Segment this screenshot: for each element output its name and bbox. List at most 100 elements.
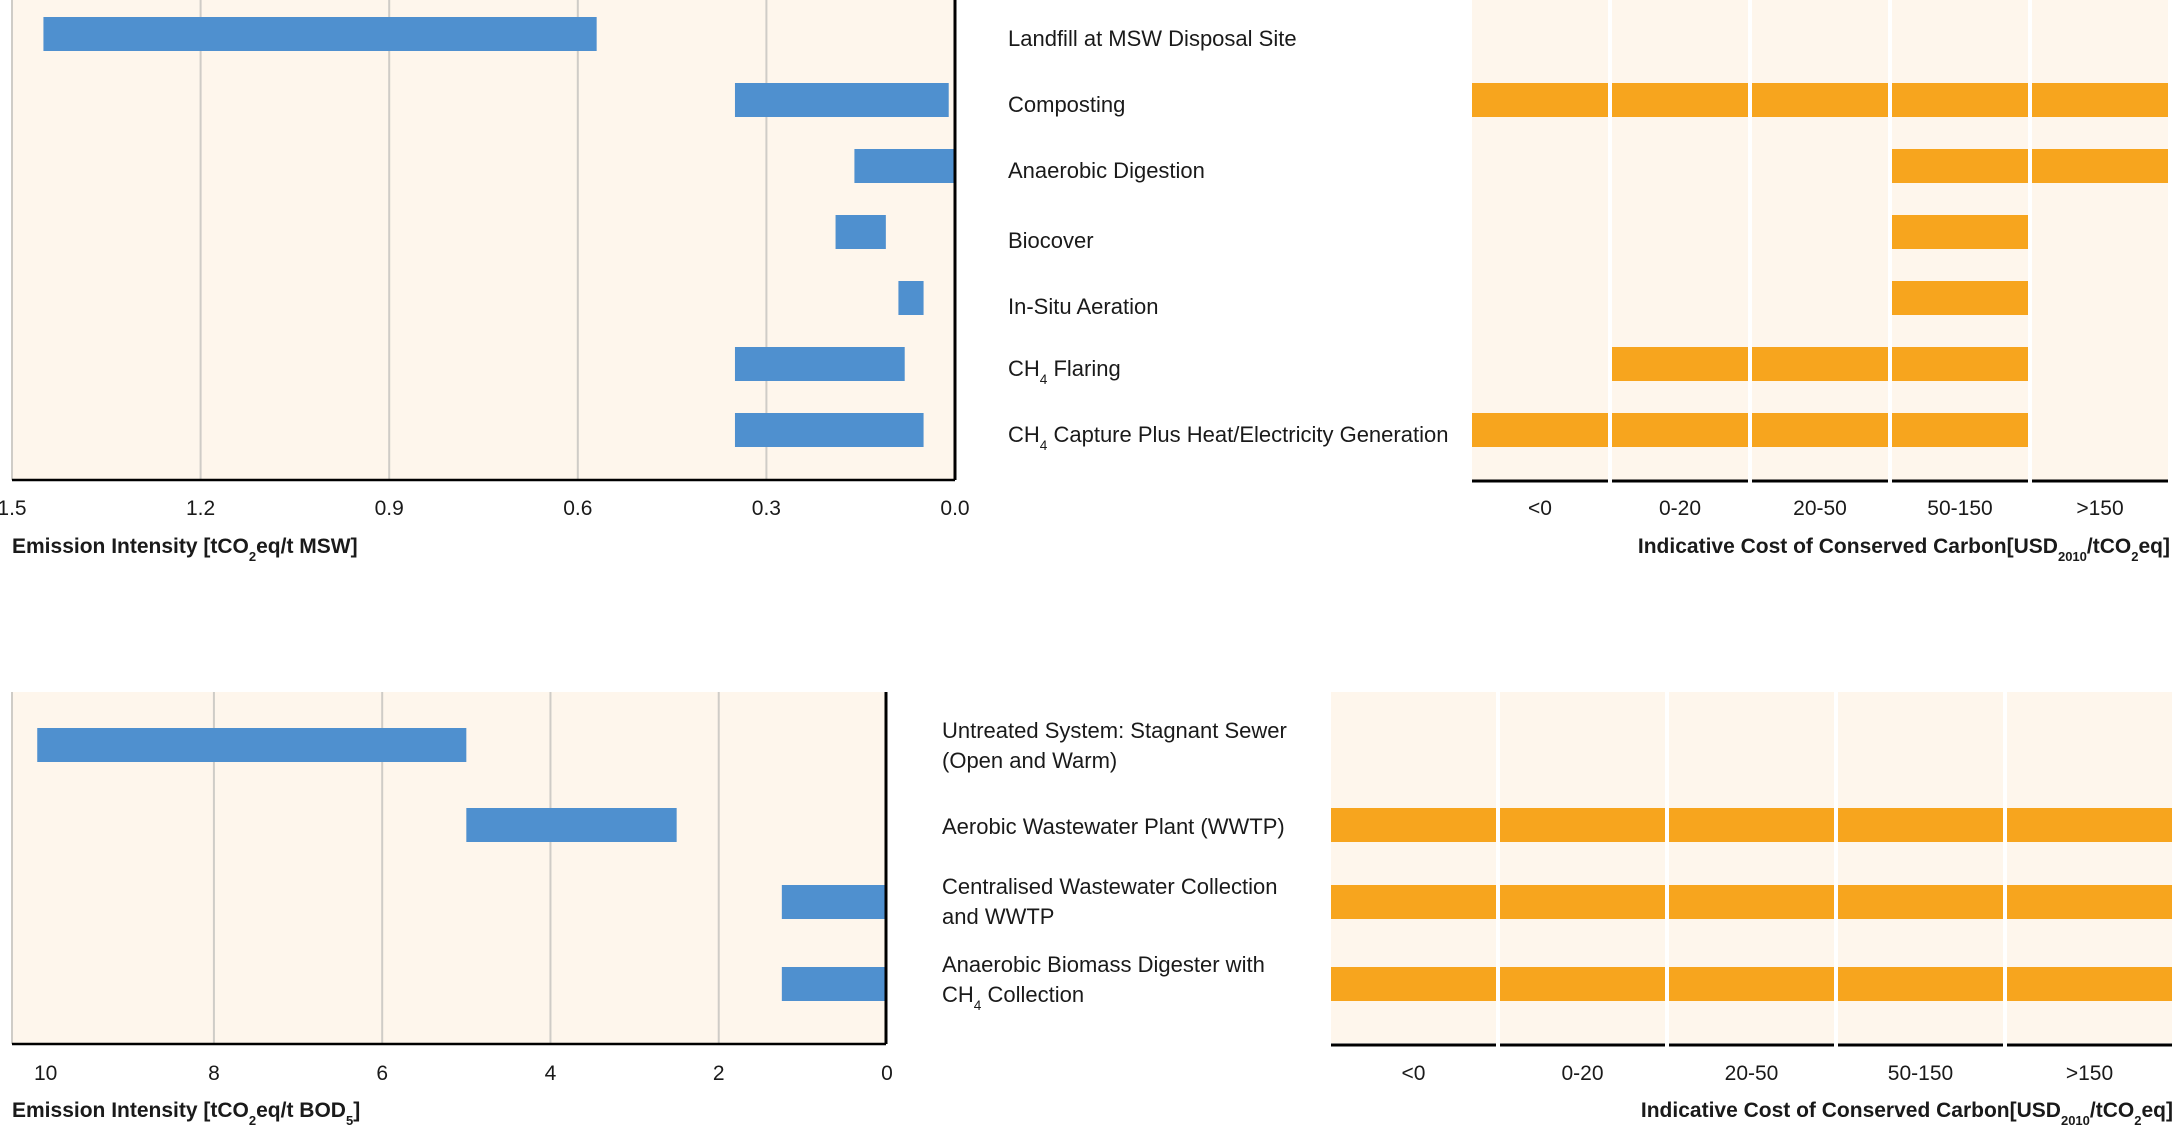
cost-bin-label: 20-50 [1793,497,1847,520]
cost-axis-title: Indicative Cost of Conserved Carbon[USD2… [1641,1099,2173,1128]
cost-bar [1500,885,1665,919]
cost-column [1752,0,1888,480]
cost-column [1612,0,1748,480]
cost-bar [1331,885,1496,919]
category-label-part: 4 [1040,438,1048,453]
category-label: Anaerobic Digestion [1008,158,1205,183]
cost-bar [1838,808,2003,842]
cost-bin-label: >150 [2076,497,2123,520]
x-axis-title-part: eq/t MSW] [256,535,357,558]
x-tick-label: 8 [208,1062,220,1085]
cost-bin-label: <0 [1402,1062,1426,1085]
x-tick-label: 2 [713,1062,725,1085]
emission-bar [781,885,887,919]
emission-bar [835,215,886,249]
category-label-part: CH [1008,422,1040,447]
msw-chart: 1.5 1.2 0.9 0.6 0.3 0.0 Emission Intensity [tC… [0,0,2170,564]
category-label-part: Anaerobic Digestion [1008,158,1205,183]
cost-axis-title-part: 2 [2134,1113,2141,1128]
category-label-part: Biocover [1008,228,1094,253]
category-label: Composting [1008,92,1125,117]
x-tick-label: 6 [376,1062,388,1085]
cost-bar [1612,83,1748,117]
category-label-line2: CH4 Collection [942,982,1084,1013]
emission-bar [781,967,887,1001]
category-label-line2-part: (Open and Warm) [942,748,1117,773]
cost-bar [1500,967,1665,1001]
cost-bin-label: 20-50 [1725,1062,1779,1085]
x-axis-title-part: 5 [346,1113,353,1128]
cost-bar [1892,83,2028,117]
category-label-part: In-Situ Aeration [1008,294,1158,319]
x-tick-label: 1.2 [186,497,215,520]
cost-bar [1669,808,1834,842]
cost-column [1472,0,1608,480]
x-tick-label: 4 [545,1062,557,1085]
cost-bin-label: 50-150 [1888,1062,1953,1085]
emission-bar [37,728,467,762]
cost-bar [2007,885,2172,919]
x-axis-title: Emission Intensity [tCO2eq/t BOD5] [12,1099,360,1128]
category-label-line2-part: CH [942,982,974,1007]
cost-bar [1331,808,1496,842]
x-tick-label: 0.9 [375,497,404,520]
cost-bin-label: >150 [2066,1062,2113,1085]
emission-bar [734,83,949,117]
x-tick-label: 0.3 [752,497,781,520]
x-axis-title-part: 2 [249,1113,256,1128]
x-axis-title-part: Emission Intensity [tCO [12,1099,249,1122]
cost-bin-label: <0 [1528,497,1552,520]
category-label: Centralised Wastewater Collection [942,874,1277,899]
x-axis-title-part: Emission Intensity [tCO [12,535,249,558]
category-label: Aerobic Wastewater Plant (WWTP) [942,814,1285,839]
cost-axis-title: Indicative Cost of Conserved Carbon[USD2… [1638,535,2170,564]
emission-bar [734,413,924,447]
cost-bar [1838,885,2003,919]
cost-bar [1838,967,2003,1001]
cost-bar [1752,83,1888,117]
cost-bar [1892,149,2028,183]
category-label: In-Situ Aeration [1008,294,1158,319]
category-label-line2: and WWTP [942,904,1054,929]
x-tick-label: 0.6 [563,497,592,520]
cost-bin-label: 0-20 [1561,1062,1603,1085]
category-label: Anaerobic Biomass Digester with [942,952,1265,977]
category-label-line2-part: and WWTP [942,904,1054,929]
x-tick-label: 1.5 [0,497,27,520]
cost-axis-title-part: eq] [2142,1099,2174,1122]
emission-bar [43,17,597,51]
category-label-part: Flaring [1047,356,1120,381]
x-axis-title-part: ] [353,1099,360,1122]
cost-axis-title-part: eq] [2139,535,2171,558]
cost-bar [1612,413,1748,447]
cost-bar [1892,347,2028,381]
category-label: CH4 Capture Plus Heat/Electricity Genera… [1008,422,1448,453]
cost-axis-title-part: Indicative Cost of Conserved Carbon[USD [1638,535,2058,558]
x-axis-title: Emission Intensity [tCO2eq/t MSW] [12,535,358,564]
cost-axis-title-part: 2 [2131,549,2138,564]
category-label-part: Landfill at MSW Disposal Site [1008,26,1297,51]
x-axis-title-part: 2 [249,549,256,564]
cost-bar [1752,413,1888,447]
cost-bar [2032,83,2168,117]
category-label-line2-part: Collection [981,982,1084,1007]
cost-bin-label: 0-20 [1659,497,1701,520]
emission-plot-area [12,0,955,480]
cost-axis-title-part: 2010 [2061,1113,2090,1128]
category-label-part: Capture Plus Heat/Electricity Generation [1047,422,1448,447]
cost-bar [1752,347,1888,381]
cost-bar [1472,83,1608,117]
cost-bar [1612,347,1748,381]
cost-bar [1669,967,1834,1001]
cost-bar [1892,215,2028,249]
x-tick-label: 0.0 [940,497,969,520]
category-label: CH4 Flaring [1008,356,1121,387]
cost-bar [2032,149,2168,183]
cost-bar [1472,413,1608,447]
category-label-part: CH [1008,356,1040,381]
cost-axis-title-part: 2010 [2058,549,2087,564]
x-axis-title-part: eq/t BOD [256,1099,346,1122]
cost-bar [2007,808,2172,842]
